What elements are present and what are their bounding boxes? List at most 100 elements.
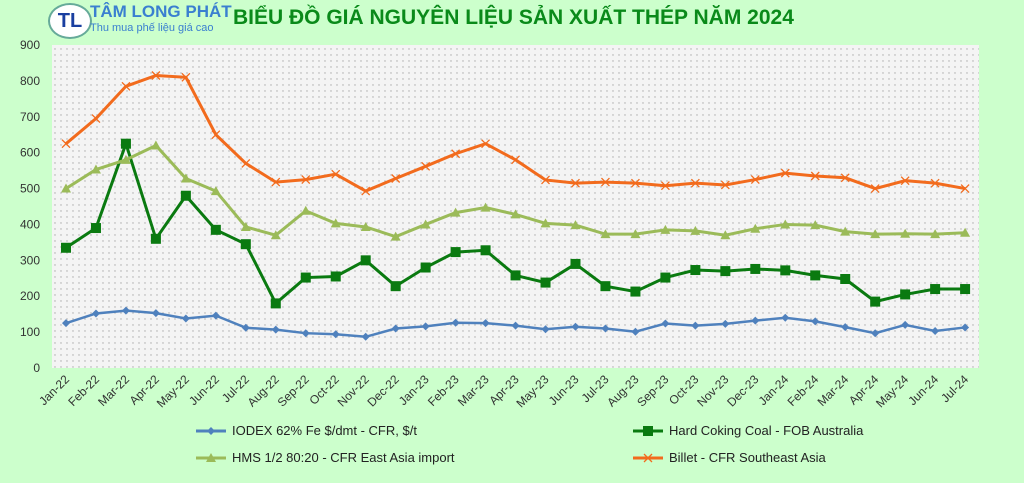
data-point <box>61 242 71 253</box>
data-point <box>630 178 640 188</box>
data-point <box>960 227 971 237</box>
data-point <box>870 184 880 194</box>
data-point <box>691 321 700 330</box>
data-point <box>571 178 580 188</box>
data-point <box>870 296 881 307</box>
data-point <box>210 186 221 196</box>
data-point <box>541 325 550 334</box>
data-point <box>91 114 101 124</box>
data-point <box>151 309 160 318</box>
data-point <box>61 183 71 193</box>
logo-tagline: Thu mua phế liệu giá cao <box>90 22 214 34</box>
data-point <box>271 325 280 334</box>
data-point <box>540 218 551 228</box>
data-point <box>450 207 461 217</box>
data-point <box>151 71 161 80</box>
data-point <box>211 130 221 140</box>
data-point <box>643 453 653 462</box>
data-point <box>451 149 461 159</box>
data-point <box>840 173 850 183</box>
data-point <box>90 223 101 234</box>
data-point <box>570 220 581 230</box>
x-tick-label: Jan-24 <box>756 372 792 408</box>
x-tick-label: Feb-23 <box>425 372 462 409</box>
data-point <box>690 225 701 235</box>
data-point <box>331 330 340 339</box>
data-point <box>660 181 670 191</box>
data-point <box>180 190 191 201</box>
data-point <box>780 265 791 276</box>
legend-item: HMS 1/2 80:20 - CFR East Asia import <box>196 450 455 465</box>
data-point <box>720 266 731 277</box>
data-point <box>301 329 310 338</box>
data-point <box>391 174 401 183</box>
data-point <box>150 140 161 150</box>
x-tick-label: Aug-22 <box>245 372 282 409</box>
data-point <box>870 229 881 239</box>
data-point <box>661 319 670 328</box>
y-tick-label: 100 <box>20 325 40 339</box>
data-point <box>601 177 610 187</box>
data-point <box>540 277 551 288</box>
legend-item: Hard Coking Coal - FOB Australia <box>633 423 863 438</box>
data-point <box>361 186 371 196</box>
legend-item: Billet - CFR Southeast Asia <box>633 450 826 465</box>
legend-swatch-icon <box>196 426 226 435</box>
plot-area <box>52 45 979 368</box>
data-point <box>206 452 216 462</box>
data-point <box>780 219 791 229</box>
data-point <box>300 272 311 283</box>
data-point <box>811 317 820 326</box>
y-tick-label: 200 <box>20 289 40 303</box>
data-point <box>91 309 100 318</box>
series-1 <box>61 138 971 309</box>
logo: TL TÂM LONG PHÁT Thu mua phế liệu giá ca… <box>48 2 238 40</box>
data-point <box>211 311 220 320</box>
data-point <box>241 158 251 168</box>
data-point <box>690 265 701 276</box>
data-point <box>630 229 641 239</box>
data-point <box>270 298 281 309</box>
x-tick-label: Feb-22 <box>65 372 102 409</box>
data-point <box>960 284 971 295</box>
x-tick-label: Sep-23 <box>634 372 671 409</box>
y-tick-label: 400 <box>20 217 40 231</box>
data-point <box>721 319 730 328</box>
x-tick-label: Jan-23 <box>396 372 432 408</box>
data-point <box>930 178 940 188</box>
data-point <box>900 176 910 186</box>
data-point <box>871 329 880 338</box>
x-tick-label: Nov-22 <box>335 372 372 409</box>
data-point <box>571 322 580 331</box>
series-3 <box>61 71 970 196</box>
data-point <box>330 271 341 282</box>
x-tick-label: Nov-23 <box>694 372 731 409</box>
data-point <box>931 327 940 336</box>
data-point <box>901 320 910 329</box>
data-point <box>391 324 400 333</box>
data-point <box>61 139 71 149</box>
legend-label: IODEX 62% Fe $/dmt - CFR, $/t <box>232 423 417 438</box>
data-point <box>420 262 431 273</box>
data-point <box>930 284 941 295</box>
data-point <box>900 228 911 238</box>
data-point <box>90 164 101 174</box>
data-point <box>301 175 311 185</box>
x-tick-label: Aug-23 <box>604 372 641 409</box>
legend-label: Billet - CFR Southeast Asia <box>669 450 826 465</box>
data-point <box>600 229 611 239</box>
data-point <box>481 139 491 149</box>
legend-swatch-icon <box>633 453 663 462</box>
data-point <box>690 178 700 188</box>
data-point <box>720 180 730 190</box>
x-tick-label: Dec-22 <box>365 372 402 409</box>
data-point <box>930 229 941 239</box>
data-point <box>960 184 970 194</box>
x-tick-label: May-23 <box>513 372 551 410</box>
data-point <box>841 323 850 332</box>
series-0 <box>62 306 970 341</box>
data-point <box>630 286 641 297</box>
data-point <box>270 230 281 240</box>
data-point <box>750 175 760 185</box>
chart-title: BIỂU ĐỒ GIÁ NGUYÊN LIỆU SẢN XUẤT THÉP NĂ… <box>233 6 794 29</box>
